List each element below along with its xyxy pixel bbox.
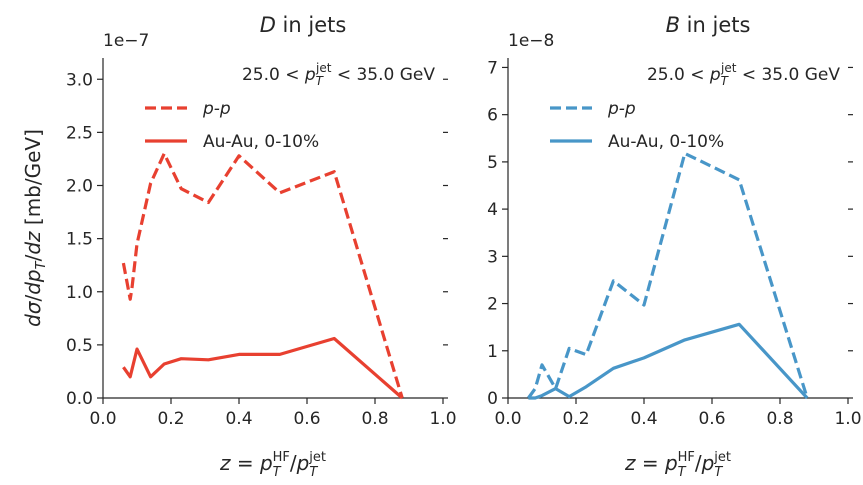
legend-label: Au-Au, 0-10% [608, 132, 724, 152]
y-tick-label: 3.0 [66, 70, 93, 90]
legend-label: p-p [607, 99, 636, 119]
y-tick-label: 0.5 [66, 336, 93, 356]
axis-multiplier: 1e−8 [508, 31, 554, 51]
series-line-p-p [121, 152, 404, 399]
x-axis-label: z = pTHF/pTjet [219, 450, 326, 480]
x-tick-label: 1.0 [429, 409, 456, 429]
x-tick-label: 0.6 [293, 409, 320, 429]
x-tick-label: 0.6 [698, 409, 725, 429]
series-line-au-au [122, 336, 404, 400]
y-tick-label: 7 [487, 58, 498, 78]
legend: p-p Au-Au, 0-10% [145, 99, 319, 152]
legend: p-p Au-Au, 0-10% [550, 99, 724, 152]
y-tick-label: 0.0 [66, 389, 93, 409]
legend-label: p-p [202, 99, 231, 119]
x-tick-label: 0.8 [766, 409, 793, 429]
y-tick-label: 3 [487, 247, 498, 267]
x-tick-label: 0.0 [89, 409, 116, 429]
y-tick-label: 2 [487, 295, 498, 315]
x-tick-label: 0.2 [562, 409, 589, 429]
series-line-p-p [527, 151, 809, 399]
axis-multiplier: 1e−7 [103, 31, 149, 51]
chart-panel-d: 0.0 0.5 1.0 1.5 2.0 2.5 3.0 0.0 0.2 0.4 0.6 0.8 1.0 1… [66, 13, 457, 480]
y-tick-label: 0 [487, 389, 498, 409]
x-axis-label: z = pTHF/pTjet [624, 450, 731, 480]
x-tick-label: 0.2 [157, 409, 184, 429]
y-tick-label: 5 [487, 153, 498, 173]
pt-range-annotation: 25.0 < pTjet < 35.0 GeV [242, 61, 435, 88]
pt-range-annotation: 25.0 < pTjet < 35.0 GeV [647, 61, 840, 88]
chart-panel-b: 0 1 2 3 4 5 6 7 0.0 0.2 0.4 0.6 0.8 1.0 1e−8 B in jets 2… [487, 13, 861, 480]
x-tick-label: 1.0 [834, 409, 861, 429]
y-tick-label: 2.5 [66, 123, 93, 143]
x-tick-label: 0.8 [361, 409, 388, 429]
y-axis-label: dσ/dpT/dz [mb/GeV] [21, 129, 49, 327]
y-tick-label: 2.0 [66, 177, 93, 197]
x-tick-label: 0.4 [225, 409, 252, 429]
y-tick-label: 1.5 [66, 230, 93, 250]
x-tick-label: 0.4 [630, 409, 657, 429]
y-tick-label: 1.0 [66, 283, 93, 303]
legend-label: Au-Au, 0-10% [203, 132, 319, 152]
chart-title: B in jets [666, 13, 751, 37]
series-line-au-au [528, 322, 809, 400]
x-tick-label: 0.0 [494, 409, 521, 429]
y-tick-label: 6 [487, 106, 498, 126]
chart-title: D in jets [260, 13, 347, 37]
y-tick-label: 1 [487, 342, 498, 362]
y-tick-label: 4 [487, 200, 498, 220]
